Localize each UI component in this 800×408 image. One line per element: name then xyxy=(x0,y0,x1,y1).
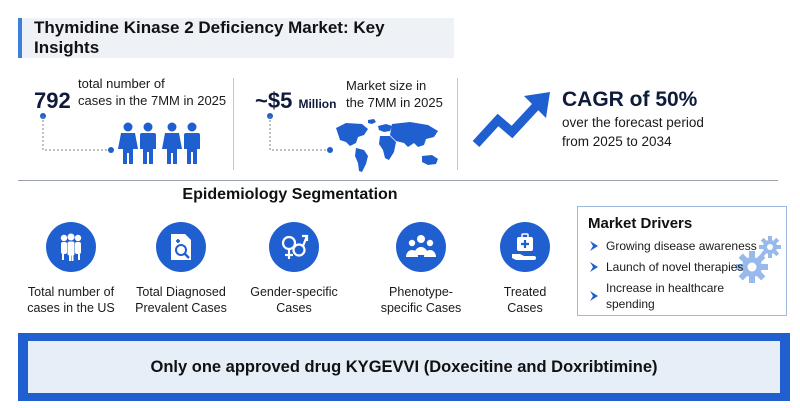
segment-label: Phenotype- specific Cases xyxy=(366,284,476,316)
market-value-unit: Million xyxy=(298,97,337,111)
driver-item-label: Launch of novel therapies xyxy=(606,260,744,274)
segment-label-line2: specific Cases xyxy=(380,301,462,315)
driver-item: Increase in healthcare spending xyxy=(588,280,776,312)
stat-divider-2 xyxy=(457,78,458,170)
driver-item-label: Increase in healthcare spending xyxy=(606,281,725,311)
market-desc-line1: Market size in xyxy=(346,78,427,93)
segment-label-line2: Cases xyxy=(276,301,312,315)
segment-label-line2: Cases xyxy=(507,301,543,315)
segment-total-cases-us: Total number of cases in the US xyxy=(16,222,126,316)
segment-icon-circle xyxy=(500,222,550,272)
segment-label-line2: cases in the US xyxy=(27,301,115,315)
cases-connector-line xyxy=(40,113,114,153)
cagr-desc-line2: from 2025 to 2034 xyxy=(562,134,672,149)
segment-label: Gender-specific Cases xyxy=(239,284,349,316)
diagnosis-report-icon xyxy=(171,234,191,260)
chevron-right-icon xyxy=(590,291,598,301)
group-people-icon xyxy=(60,233,82,261)
driver-item: Launch of novel therapies xyxy=(588,259,776,275)
world-map-icon xyxy=(336,119,438,172)
gears-icon xyxy=(736,236,781,283)
segment-label-line1: Total Diagnosed xyxy=(136,285,226,299)
cases-desc-line1: total number of xyxy=(78,76,165,91)
segment-gender-specific: Gender-specific Cases xyxy=(239,222,349,316)
driver-item-label: Growing disease awareness xyxy=(606,239,757,253)
people-cluster-icon xyxy=(406,235,436,257)
medical-kit-hand-icon xyxy=(512,233,536,260)
cases-value: 792 xyxy=(34,88,71,113)
cases-description: total number of cases in the 7MM in 2025 xyxy=(78,75,226,109)
segment-icon-circle xyxy=(269,222,319,272)
segment-label-line1: Treated xyxy=(503,285,547,299)
market-value: ~$5 Million xyxy=(255,88,336,114)
chevron-right-icon xyxy=(590,262,598,272)
market-drivers-title: Market Drivers xyxy=(588,215,693,232)
approved-drug-banner: Only one approved drug KYGEVVI (Doxeciti… xyxy=(18,333,790,401)
patients-group-icon xyxy=(118,122,200,164)
market-desc-line2: the 7MM in 2025 xyxy=(346,95,443,110)
section-divider xyxy=(18,180,778,181)
page-title-bar: Thymidine Kinase 2 Deficiency Market: Ke… xyxy=(18,18,454,58)
approved-drug-text: Only one approved drug KYGEVVI (Doxeciti… xyxy=(150,357,658,376)
market-value-amount: ~$5 xyxy=(255,88,293,113)
segment-label: Treated Cases xyxy=(470,284,580,316)
segment-label-line1: Phenotype- xyxy=(389,285,453,299)
segment-label: Total number of cases in the US xyxy=(16,284,126,316)
segment-icon-circle xyxy=(396,222,446,272)
chevron-right-icon xyxy=(590,241,598,251)
approved-drug-banner-inner: Only one approved drug KYGEVVI (Doxeciti… xyxy=(28,341,780,393)
segment-icon-circle xyxy=(46,222,96,272)
segmentation-title: Epidemiology Segmentation xyxy=(182,186,398,203)
stat-divider-1 xyxy=(233,78,234,170)
segment-label-line1: Total number of xyxy=(27,285,115,299)
market-drivers-box: Market Drivers Growing disease awareness… xyxy=(577,206,787,316)
segment-label-line2: Prevalent Cases xyxy=(135,301,227,315)
market-connector-line xyxy=(267,113,333,153)
segment-label: Total Diagnosed Prevalent Cases xyxy=(126,284,236,316)
segment-icon-circle xyxy=(156,222,206,272)
segment-label-line1: Gender-specific xyxy=(250,285,338,299)
growth-arrow-icon xyxy=(472,92,550,148)
gender-symbols-icon xyxy=(281,234,309,259)
segment-treated: Treated Cases xyxy=(470,222,580,316)
segment-phenotype-specific: Phenotype- specific Cases xyxy=(366,222,476,316)
page-title: Thymidine Kinase 2 Deficiency Market: Ke… xyxy=(34,18,385,57)
cagr-desc-line1: over the forecast period xyxy=(562,115,704,130)
market-description: Market size in the 7MM in 2025 xyxy=(346,77,443,111)
segment-total-diagnosed: Total Diagnosed Prevalent Cases xyxy=(126,222,236,316)
cases-desc-line2: cases in the 7MM in 2025 xyxy=(78,93,227,108)
cagr-description: over the forecast period from 2025 to 20… xyxy=(562,113,704,151)
cagr-value: CAGR of 50% xyxy=(562,88,698,111)
driver-item: Growing disease awareness xyxy=(588,238,776,254)
